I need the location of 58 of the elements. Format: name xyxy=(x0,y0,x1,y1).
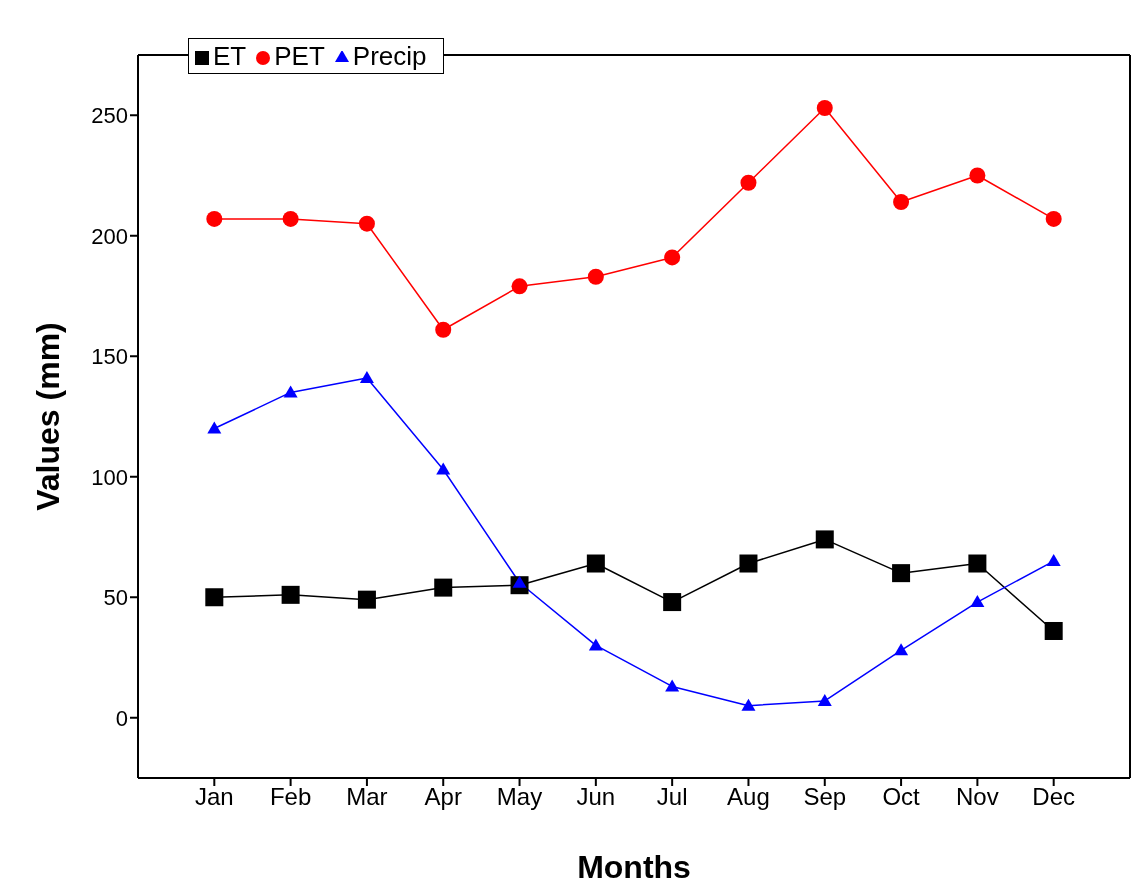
y-tick-label: 0 xyxy=(115,705,128,731)
point xyxy=(1046,554,1061,567)
x-tick-label: Jan xyxy=(194,783,234,811)
x-tick-label: May xyxy=(496,783,543,811)
point xyxy=(969,167,986,184)
point xyxy=(893,194,910,211)
point xyxy=(587,268,604,285)
point xyxy=(970,595,985,608)
point xyxy=(817,693,832,706)
x-tick-label: Mar xyxy=(346,783,388,811)
point xyxy=(357,590,376,609)
point xyxy=(665,679,680,692)
point xyxy=(739,554,758,573)
point xyxy=(436,462,451,475)
x-tick-label: Nov xyxy=(956,783,999,811)
point xyxy=(282,210,299,227)
point xyxy=(434,578,453,597)
x-tick-label: Apr xyxy=(424,783,462,811)
point xyxy=(1045,210,1062,227)
point xyxy=(435,321,452,338)
point xyxy=(511,278,528,295)
point xyxy=(207,421,222,434)
point xyxy=(892,564,911,583)
y-tick-label: 100 xyxy=(91,464,128,490)
point xyxy=(281,585,300,604)
legend-label: Precip xyxy=(352,41,427,71)
x-tick-label: Aug xyxy=(727,783,770,811)
point xyxy=(663,593,682,612)
y-tick-label: 200 xyxy=(91,223,128,249)
point xyxy=(894,643,909,656)
point xyxy=(741,698,756,711)
legend-label: ET xyxy=(213,41,247,71)
point xyxy=(358,215,375,232)
point xyxy=(816,100,833,117)
point xyxy=(206,210,223,227)
point xyxy=(968,554,987,573)
x-tick-label: Oct xyxy=(882,783,921,811)
x-tick-label: Sep xyxy=(803,783,847,811)
y-tick-label: 150 xyxy=(91,344,128,370)
point xyxy=(512,575,527,588)
x-axis-title: Months xyxy=(577,849,691,885)
y-tick-label: 250 xyxy=(91,103,128,129)
point xyxy=(664,249,681,266)
x-tick-label: Jul xyxy=(656,783,688,811)
y-tick-label: 50 xyxy=(103,585,128,611)
y-axis-title: Values (mm) xyxy=(30,322,67,511)
point xyxy=(815,530,834,549)
x-tick-label: Jun xyxy=(576,783,616,811)
point xyxy=(740,174,757,191)
point xyxy=(205,588,224,607)
legend-label: PET xyxy=(274,41,325,71)
x-tick-label: Dec xyxy=(1032,783,1076,811)
point xyxy=(283,385,298,398)
point xyxy=(588,638,603,651)
point xyxy=(586,554,605,573)
x-tick-label: Feb xyxy=(269,783,312,811)
point xyxy=(359,370,374,383)
point xyxy=(1044,621,1063,640)
